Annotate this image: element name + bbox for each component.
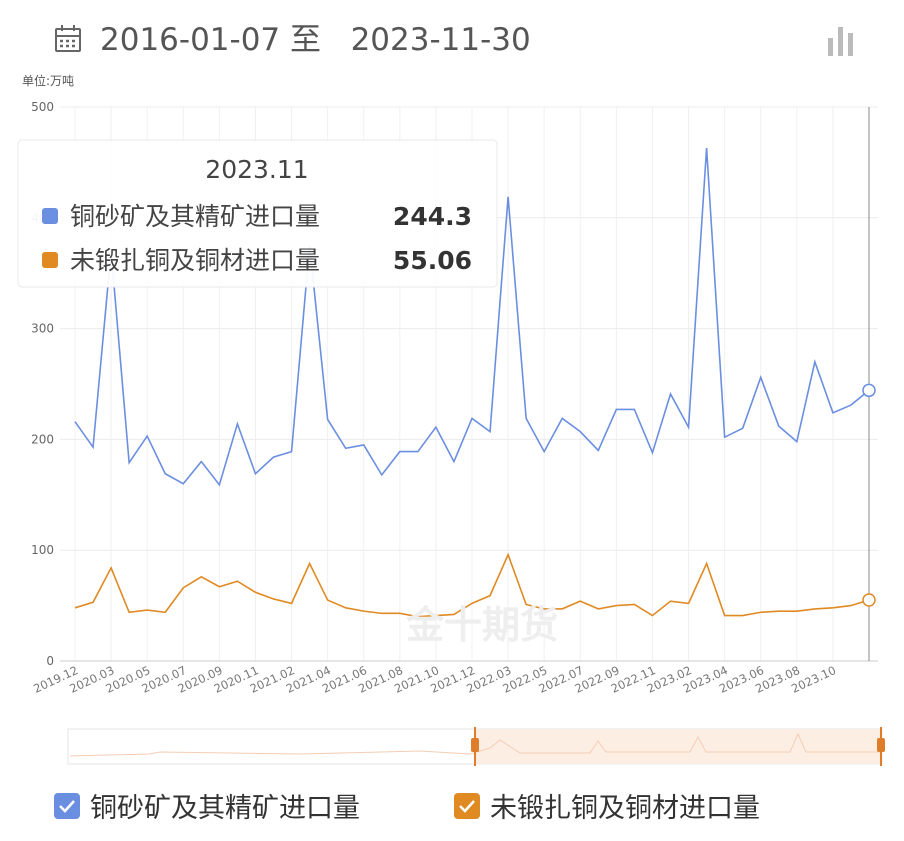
- tooltip-marker: [42, 252, 58, 268]
- tooltip-value: 55.06: [393, 246, 472, 275]
- legend-checkbox[interactable]: [454, 793, 480, 819]
- chart-type-icon[interactable]: [828, 27, 853, 56]
- y-tick-label: 200: [31, 432, 54, 446]
- series-line: [74, 552, 870, 618]
- tooltip-title: 2023.11: [205, 155, 308, 184]
- legend-label: 未锻扎铜及铜材进口量: [490, 793, 760, 824]
- legend-check: [59, 800, 75, 813]
- tooltip: 2023.11 铜砂矿及其精矿进口量 244.3 未锻扎铜及铜材进口量 55.06: [17, 139, 498, 288]
- unit-label: 单位:万吨: [22, 73, 74, 88]
- series-line: [74, 147, 870, 487]
- y-tick-label: 500: [31, 100, 54, 114]
- highlight-point: [862, 383, 876, 398]
- calendar-icon: [55, 25, 81, 52]
- highlight-point: [862, 593, 876, 607]
- watermark: 金十期货: [405, 603, 558, 647]
- legend-label: 铜砂矿及其精矿进口量: [90, 793, 360, 824]
- y-tick-label: 0: [46, 654, 54, 668]
- tooltip-series-name: 铜砂矿及其精矿进口量: [70, 202, 320, 231]
- y-tick-label: 300: [31, 322, 54, 336]
- legend-check: [459, 800, 475, 813]
- tooltip-series-name: 未锻扎铜及铜材进口量: [70, 246, 320, 275]
- legend-checkbox[interactable]: [54, 793, 80, 819]
- tooltip-value: 244.3: [393, 202, 472, 231]
- legend: 铜砂矿及其精矿进口量 未锻扎铜及铜材进口量: [54, 793, 760, 824]
- date-range: 2016-01-07 至 2023-11-30: [100, 22, 531, 58]
- tooltip-marker: [42, 208, 58, 224]
- y-tick-label: 100: [31, 543, 54, 557]
- data-zoom[interactable]: [67, 727, 885, 766]
